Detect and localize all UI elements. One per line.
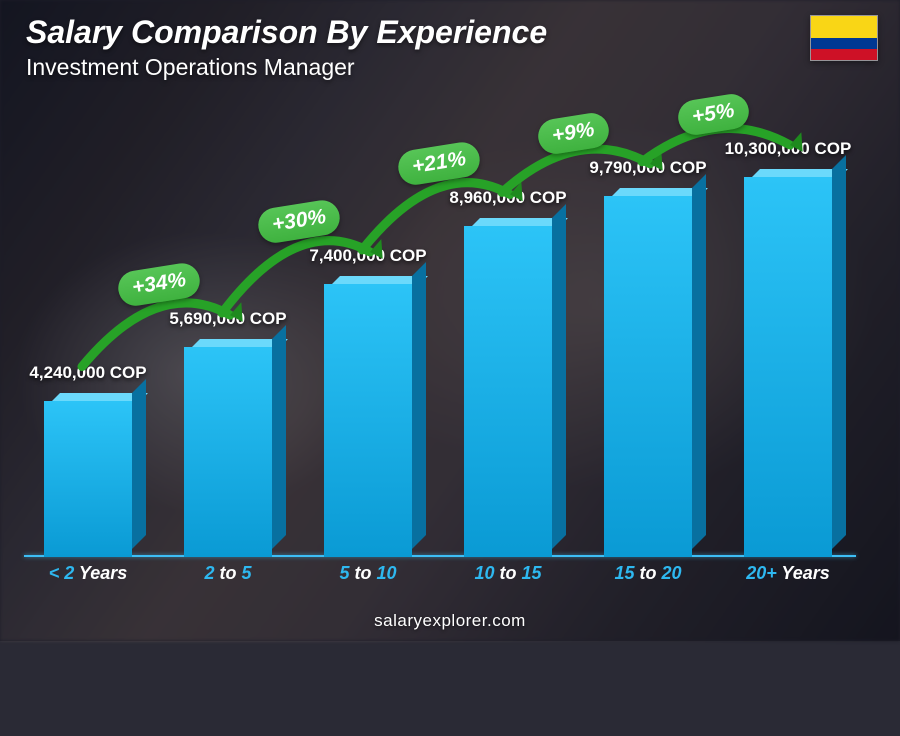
bar — [604, 196, 692, 557]
pct-change-badge: +9% — [536, 111, 611, 157]
chart-subtitle: Investment Operations Manager — [26, 54, 355, 81]
bar — [324, 284, 412, 557]
pct-change-badge: +21% — [396, 140, 483, 187]
bar-value-label: 4,240,000 COP — [8, 363, 168, 383]
bar-category-label: < 2 Years — [18, 563, 158, 584]
bar-value-label: 7,400,000 COP — [288, 246, 448, 266]
country-flag-colombia — [810, 15, 878, 61]
bar-category-label: 5 to 10 — [298, 563, 438, 584]
bar-front-face — [324, 284, 412, 557]
bar-front-face — [44, 401, 132, 557]
bar-side-face — [832, 155, 846, 549]
bar-category-label: 2 to 5 — [158, 563, 298, 584]
flag-stripe-red — [811, 49, 877, 60]
bar — [464, 226, 552, 557]
bar-value-label: 10,300,000 COP — [708, 139, 868, 159]
bar-category-label: 10 to 15 — [438, 563, 578, 584]
bar-front-face — [184, 347, 272, 557]
pct-change-badge: +30% — [256, 198, 343, 245]
pct-change-badge: +34% — [116, 261, 203, 308]
bar-side-face — [272, 325, 286, 549]
bar-chart: 4,240,000 COP< 2 Years5,690,000 COP2 to … — [30, 95, 850, 581]
pct-change-badge: +5% — [676, 92, 751, 138]
bar-category-label: 15 to 20 — [578, 563, 718, 584]
bar-front-face — [464, 226, 552, 557]
bar-front-face — [744, 177, 832, 557]
bar-value-label: 5,690,000 COP — [148, 309, 308, 329]
bar-side-face — [412, 262, 426, 549]
footer-source: salaryexplorer.com — [0, 611, 900, 631]
bar — [184, 347, 272, 557]
bar — [44, 401, 132, 557]
chart-container: Salary Comparison By Experience Investme… — [0, 0, 900, 641]
bar-side-face — [132, 379, 146, 549]
bar-category-label: 20+ Years — [718, 563, 858, 584]
bar-value-label: 9,790,000 COP — [568, 158, 728, 178]
bar-side-face — [692, 174, 706, 549]
flag-stripe-blue — [811, 38, 877, 49]
bar-value-label: 8,960,000 COP — [428, 188, 588, 208]
bar-front-face — [604, 196, 692, 557]
bar-side-face — [552, 204, 566, 549]
chart-baseline — [24, 555, 856, 557]
bar — [744, 177, 832, 557]
flag-stripe-yellow — [811, 16, 877, 38]
chart-title: Salary Comparison By Experience — [26, 14, 547, 51]
